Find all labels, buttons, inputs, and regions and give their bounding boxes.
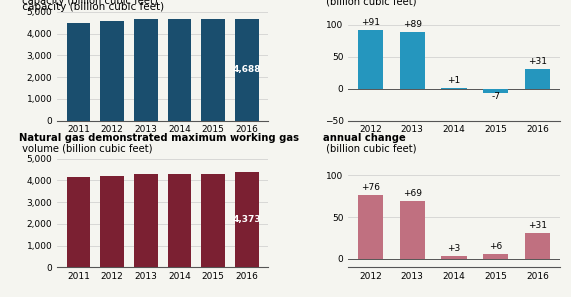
Bar [168,174,191,267]
Text: +3: +3 [448,244,461,253]
Text: +1: +1 [448,76,461,85]
Text: (billion cubic feet): (billion cubic feet) [323,143,417,153]
Bar [100,21,124,121]
Bar [358,30,383,89]
Text: +91: +91 [361,18,380,27]
Text: (billion cubic feet): (billion cubic feet) [323,0,417,7]
Text: -7: -7 [491,92,500,101]
Bar [67,177,90,267]
Text: Natural gas demonstrated maximum working gas: Natural gas demonstrated maximum working… [19,133,299,143]
Text: volume (billion cubic feet): volume (billion cubic feet) [19,143,152,153]
Text: capacity (billion cubic feet): capacity (billion cubic feet) [19,0,158,7]
Bar [202,174,225,267]
Text: +89: +89 [403,20,422,29]
Text: 4,688: 4,688 [232,65,261,74]
Text: annual change: annual change [323,133,406,143]
Text: Natural gas storage design capacity
 capacity (billion cubic feet): Natural gas storage design capacity capa… [19,0,208,12]
Text: +6: +6 [489,241,502,251]
Text: 4,373: 4,373 [232,215,261,224]
Bar [525,233,550,259]
Text: +31: +31 [528,221,547,230]
Bar [235,19,259,121]
Bar [441,88,467,89]
Bar [441,256,467,259]
Bar [67,23,90,121]
Text: +76: +76 [361,183,380,192]
Bar [483,89,508,93]
Bar [235,172,259,267]
Bar [358,195,383,259]
Bar [483,254,508,259]
Text: +31: +31 [528,57,547,66]
Bar [134,174,158,267]
Bar [100,176,124,267]
Bar [400,32,425,89]
Bar [202,19,225,121]
Bar [168,19,191,121]
Bar [400,201,425,259]
Text: +69: +69 [403,189,422,198]
Bar [134,19,158,121]
Bar [525,69,550,89]
